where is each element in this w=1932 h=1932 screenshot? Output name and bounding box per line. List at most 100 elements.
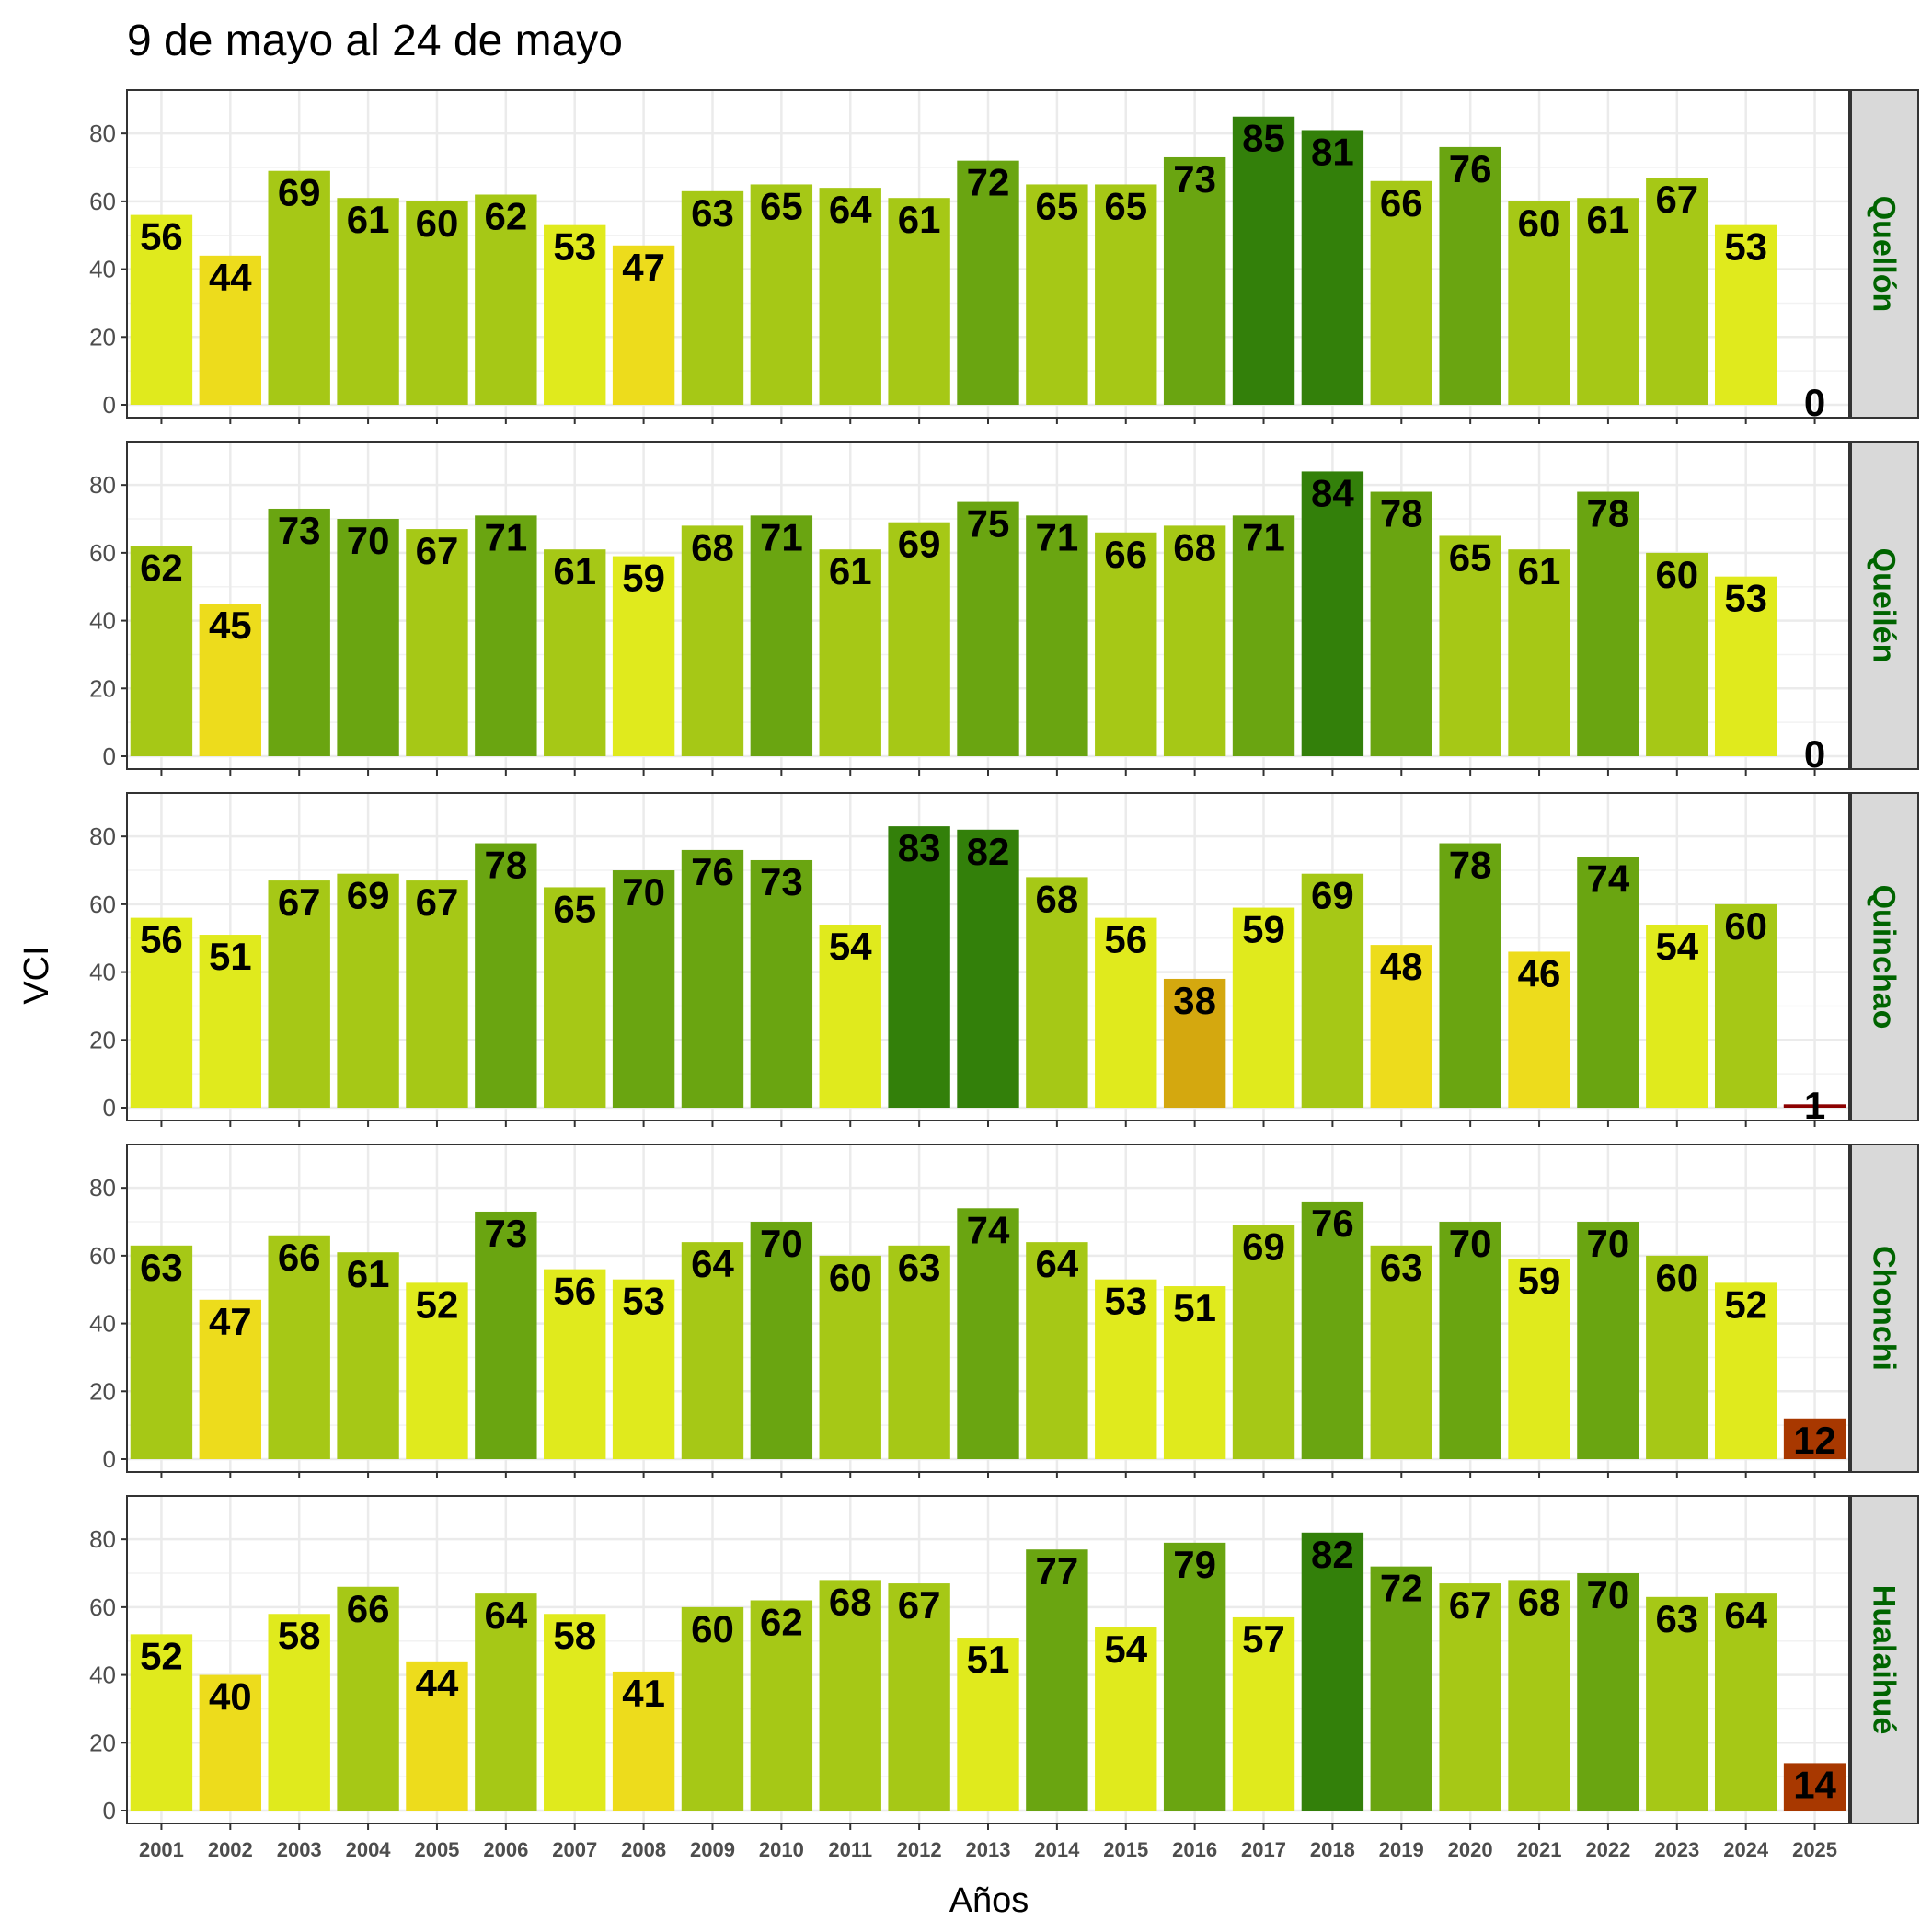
bar <box>1301 130 1364 405</box>
bar-value-label: 72 <box>1380 1567 1423 1610</box>
bar-value-label: 56 <box>140 215 183 259</box>
bar <box>1301 1201 1364 1459</box>
bar <box>337 198 399 405</box>
bar-value-label: 53 <box>1724 225 1767 269</box>
bar-value-label: 61 <box>347 198 390 241</box>
bar <box>1577 1573 1639 1811</box>
bar <box>888 826 950 1108</box>
bar <box>1577 857 1639 1108</box>
bar <box>1163 525 1226 756</box>
bar-value-label: 65 <box>1036 184 1079 227</box>
bar <box>1026 877 1088 1108</box>
bar-value-label: 66 <box>1104 533 1147 576</box>
facet-panel: 0 20 40 60 80 62 45 73 70 67 71 61 59 68 71 61 69 75 71 66 6… <box>89 441 1919 776</box>
bar <box>1095 1279 1157 1459</box>
bar <box>1370 1245 1432 1459</box>
bar-value-label: 76 <box>1311 1202 1354 1245</box>
bar <box>888 198 950 405</box>
bar-value-label: 60 <box>691 1607 734 1650</box>
bar-value-label: 53 <box>622 1280 665 1323</box>
bar-value-label: 70 <box>1587 1222 1630 1265</box>
facet-strip-label: Quellón <box>1867 196 1902 313</box>
y-tick-label: 0 <box>103 1094 116 1121</box>
bar-value-label: 76 <box>691 850 734 893</box>
y-tick-label: 0 <box>103 1797 116 1824</box>
bar-value-label: 72 <box>967 161 1010 204</box>
bar-value-label: 59 <box>1242 908 1285 951</box>
y-tick-label: 20 <box>89 1026 116 1053</box>
y-tick-label: 80 <box>89 822 116 850</box>
bar <box>1577 491 1639 756</box>
y-tick-label: 60 <box>89 539 116 567</box>
bar <box>544 224 606 405</box>
x-axis-title: Años <box>949 1881 1029 1920</box>
y-tick-label: 80 <box>89 471 116 499</box>
bar-value-label: 51 <box>967 1638 1010 1681</box>
bar <box>337 519 399 756</box>
bar <box>1026 1242 1088 1459</box>
y-tick-label: 0 <box>103 391 116 419</box>
bar-value-label: 61 <box>898 198 941 241</box>
bar <box>888 1245 950 1459</box>
bar <box>957 160 1019 406</box>
bar-value-label: 78 <box>1587 492 1630 535</box>
bar-value-label: 54 <box>829 925 872 968</box>
bar <box>1646 1255 1708 1459</box>
bar <box>199 604 262 756</box>
bar-value-label: 64 <box>829 188 872 231</box>
bar <box>1508 951 1570 1108</box>
bar <box>544 549 606 756</box>
bar-value-label: 0 <box>1804 381 1825 424</box>
bar-value-label: 63 <box>1380 1246 1423 1289</box>
x-tick-label: 2017 <box>1241 1838 1286 1861</box>
bar-value-label: 70 <box>1449 1222 1492 1265</box>
bar <box>681 1606 744 1811</box>
bar-value-label: 68 <box>691 525 734 569</box>
bar <box>130 1634 193 1811</box>
bar-value-label: 64 <box>484 1593 527 1637</box>
bar-value-label: 78 <box>1449 844 1492 887</box>
bar-value-label: 14 <box>1793 1763 1836 1806</box>
bar-value-label: 67 <box>278 880 321 924</box>
bar-value-label: 40 <box>209 1675 252 1719</box>
bar-value-label: 75 <box>967 502 1010 546</box>
bar <box>1646 552 1708 756</box>
bar <box>819 1580 881 1811</box>
y-tick-label: 40 <box>89 1662 116 1689</box>
bar-value-label: 51 <box>209 935 252 978</box>
bar-value-label: 78 <box>1380 492 1423 535</box>
bar <box>750 515 813 756</box>
bar <box>1232 515 1295 756</box>
bar-value-label: 70 <box>622 870 665 914</box>
bar-value-label: 68 <box>1036 877 1079 920</box>
bar <box>1439 843 1501 1108</box>
bar-value-label: 68 <box>829 1580 872 1623</box>
bar <box>337 873 399 1108</box>
y-tick-label: 60 <box>89 1242 116 1270</box>
bar <box>1714 1593 1777 1811</box>
bar <box>957 1208 1019 1459</box>
bar-value-label: 70 <box>760 1222 803 1265</box>
bar <box>1370 945 1432 1108</box>
bar <box>1714 1282 1777 1459</box>
bar-value-label: 64 <box>691 1242 734 1285</box>
bar <box>1232 116 1295 405</box>
bar <box>544 1614 606 1811</box>
bar <box>337 1586 399 1811</box>
bar <box>337 1252 399 1459</box>
x-tick-label: 2025 <box>1792 1838 1837 1861</box>
x-tick-label: 2013 <box>966 1838 1011 1861</box>
x-tick-label: 2014 <box>1034 1838 1080 1861</box>
bar-value-label: 48 <box>1380 945 1423 988</box>
bar-value-label: 59 <box>1518 1259 1561 1303</box>
bar-value-label: 84 <box>1311 471 1354 514</box>
bar <box>475 194 537 405</box>
bar <box>475 843 537 1108</box>
x-axis: 2001 2002 2003 2004 2005 2006 2007 2008 2009 2010… <box>139 418 1837 1861</box>
bar-value-label: 69 <box>1311 874 1354 917</box>
x-tick-label: 2021 <box>1517 1838 1562 1861</box>
bar-value-label: 69 <box>278 171 321 214</box>
bar-value-label: 59 <box>622 557 665 600</box>
bar <box>1646 178 1708 405</box>
bar <box>406 201 468 405</box>
